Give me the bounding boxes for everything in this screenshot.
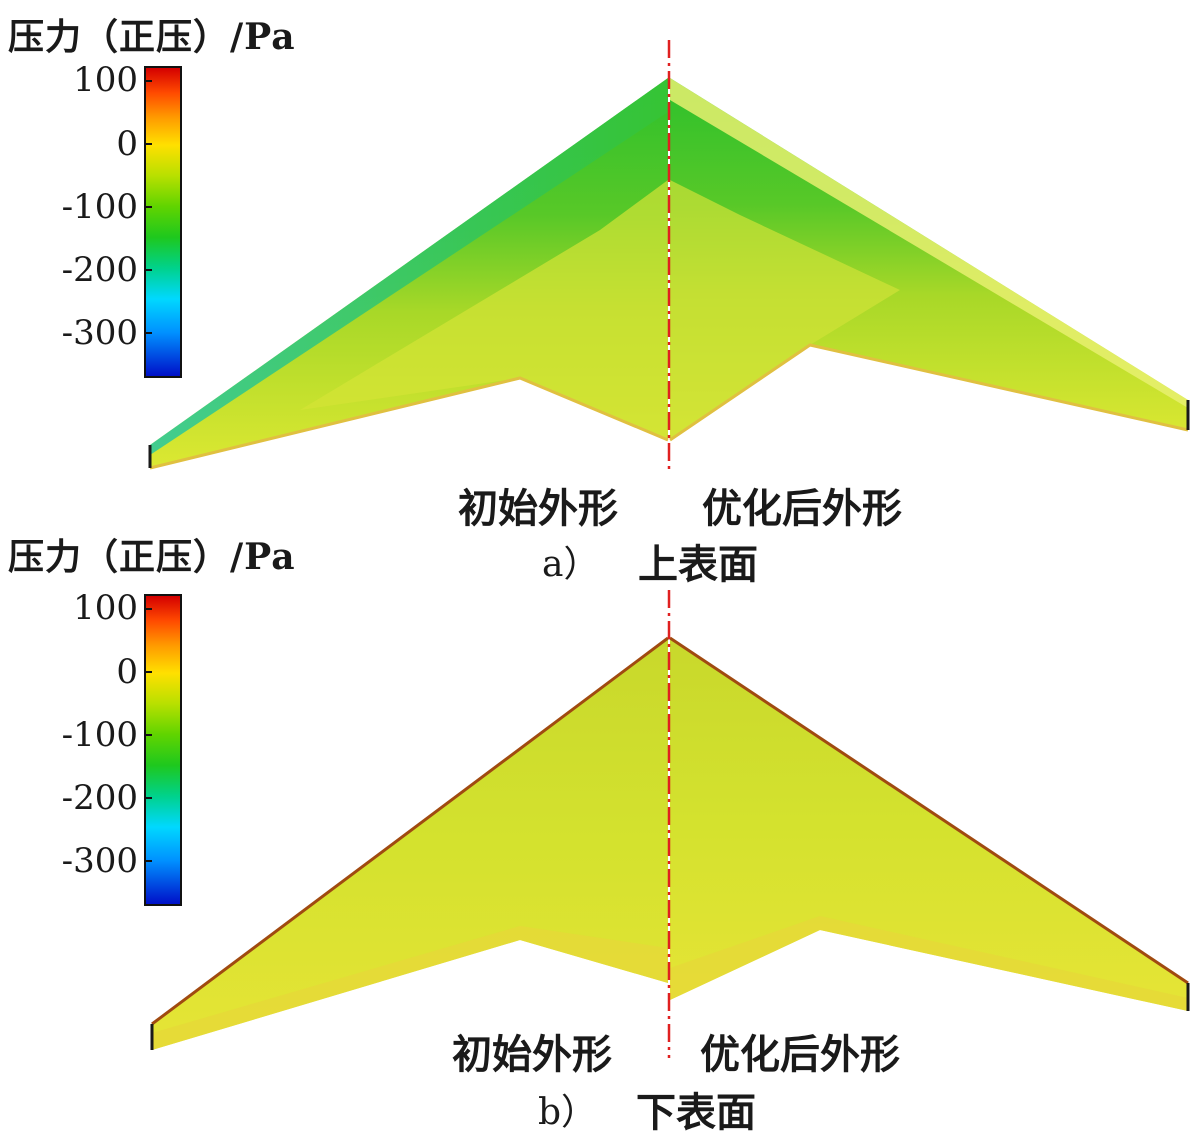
colorbar-title: 压力（正压）/Pa bbox=[8, 16, 296, 58]
panel-lower-surface: 压力（正压）/Pa 100 0 -100 -200 -300 初始外形 优化后外… bbox=[0, 528, 1200, 1136]
optimized-shape-inboard-region bbox=[670, 180, 900, 440]
initial-trailing-edge bbox=[149, 376, 669, 470]
colorbar-tick-label: 100 bbox=[73, 60, 138, 100]
colorbar-tick-label: -100 bbox=[61, 187, 138, 227]
initial-shape-label: 初始外形 bbox=[458, 485, 618, 532]
colorbar-tickmark bbox=[144, 860, 152, 862]
initial-leading-edge bbox=[151, 636, 669, 1026]
colorbar-tick-label: -200 bbox=[61, 778, 138, 818]
colorbar-tick-label: -300 bbox=[61, 313, 138, 353]
caption-letter: b） bbox=[538, 1092, 598, 1133]
colorbar-title: 压力（正压）/Pa bbox=[8, 536, 296, 578]
optimized-shape-leading-edge bbox=[670, 78, 1188, 408]
wing-lower-surface bbox=[150, 590, 1190, 1058]
panel-upper-surface: 压力（正压）/Pa 100 0 -100 -200 -300 bbox=[8, 16, 1190, 588]
colorbar-tickmark bbox=[144, 671, 152, 673]
colorbar-tick-label: 100 bbox=[73, 588, 138, 628]
colorbar-tickmark bbox=[144, 269, 152, 271]
initial-shape-inboard-region bbox=[300, 180, 668, 440]
colorbar-tickmark bbox=[144, 332, 152, 334]
colorbar-tickmark bbox=[144, 797, 152, 799]
initial-shape-leading-edge bbox=[150, 78, 668, 455]
colorbar-tickmark bbox=[144, 80, 152, 82]
colorbar-tickmark bbox=[144, 608, 152, 610]
caption-title: 上表面 bbox=[638, 541, 758, 588]
colorbar-tickmark bbox=[144, 206, 152, 208]
caption-title: 下表面 bbox=[636, 1089, 756, 1136]
initial-shape-label: 初始外形 bbox=[452, 1031, 612, 1078]
colorbar-tick-label: -200 bbox=[61, 250, 138, 290]
optimized-shape-label: 优化后外形 bbox=[702, 485, 902, 532]
colorbar-tick-label: 0 bbox=[116, 652, 138, 692]
initial-shape-surface bbox=[152, 638, 668, 1050]
colorbar-tickmark bbox=[144, 143, 152, 145]
optimized-leading-edge bbox=[669, 636, 1189, 985]
caption-letter: a） bbox=[542, 544, 600, 585]
optimized-shape-label: 优化后外形 bbox=[700, 1031, 900, 1078]
colorbar-tickmark bbox=[144, 734, 152, 736]
optimized-shape-surface bbox=[670, 638, 1188, 1011]
colorbar bbox=[144, 66, 182, 378]
colorbar-tick-label: -100 bbox=[61, 715, 138, 755]
colorbar-tick-label: 0 bbox=[116, 124, 138, 164]
colorbar bbox=[144, 594, 182, 906]
colorbar-tick-label: -300 bbox=[61, 841, 138, 881]
wing-upper-surface bbox=[148, 40, 1190, 470]
optimized-trailing-edge bbox=[669, 343, 1189, 442]
